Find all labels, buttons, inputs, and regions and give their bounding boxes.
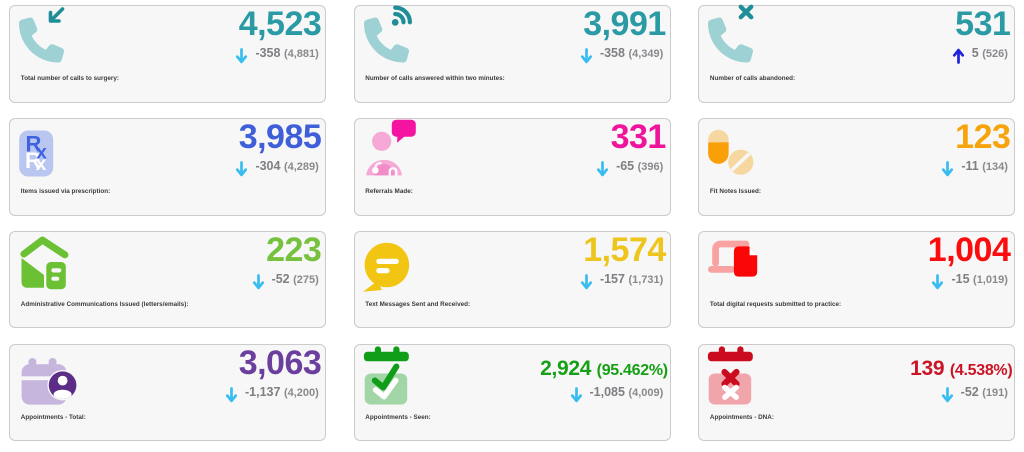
svg-text:R: R: [25, 148, 41, 173]
svg-text:x: x: [36, 143, 47, 164]
svg-text:x: x: [36, 154, 47, 175]
svg-text:R: R: [26, 132, 42, 157]
